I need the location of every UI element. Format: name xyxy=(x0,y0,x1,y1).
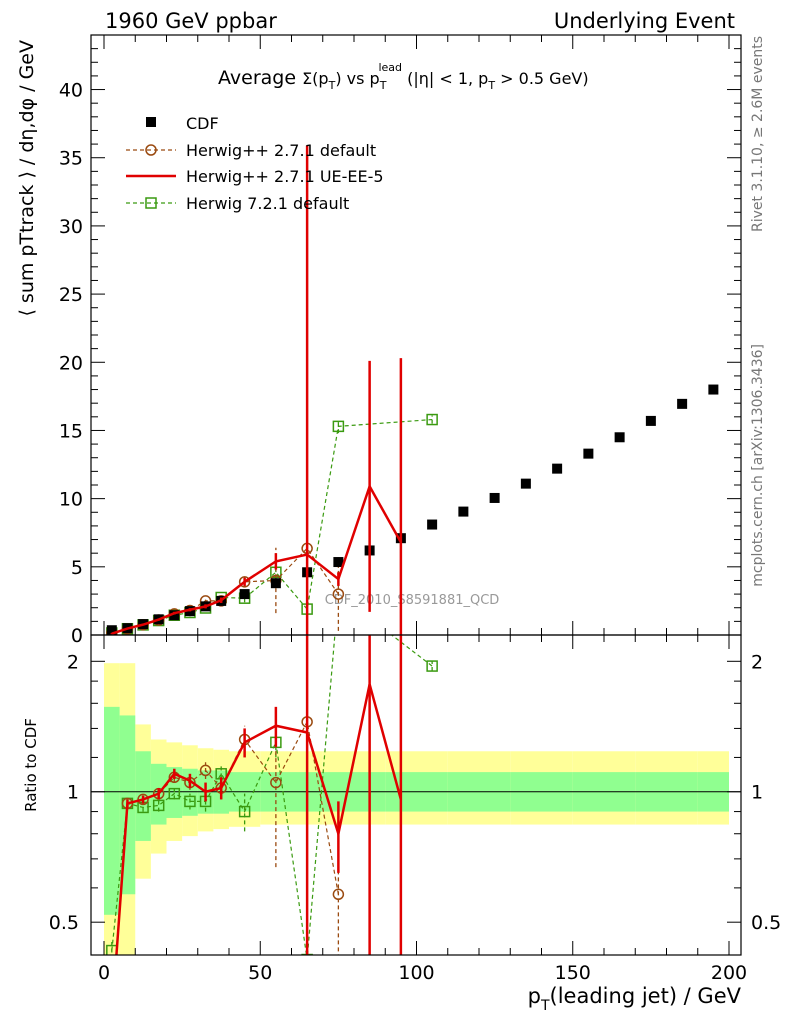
cdf-main-point xyxy=(677,398,688,409)
legend-item-herwig7: Herwig 7.2.1 default xyxy=(126,194,349,213)
herwig7-ratio-point xyxy=(426,660,438,672)
herwig7-ratio-point xyxy=(184,795,196,808)
uncertainty-band-inner xyxy=(104,706,120,915)
y-tick-label: 0 xyxy=(71,625,83,647)
legend-label-herwig7: Herwig 7.2.1 default xyxy=(186,194,349,213)
herwigpp-default-main-point xyxy=(332,588,345,600)
cdf-main-point xyxy=(583,448,594,459)
y-tick-label: 15 xyxy=(59,420,83,442)
header-right: Underlying Event xyxy=(554,9,735,33)
cdf-main-point xyxy=(106,625,117,635)
ratio-y-tick-label-right: 2 xyxy=(751,651,763,673)
ratio-y-tick-label-right: 0.5 xyxy=(751,912,781,934)
cdf-main-point xyxy=(489,492,500,503)
y-tick-label: 35 xyxy=(59,148,83,170)
cdf-main-point xyxy=(239,589,250,600)
ratio-y-tick-label: 2 xyxy=(67,651,79,673)
y-tick-label: 30 xyxy=(59,216,83,238)
cdf-main-point xyxy=(520,478,531,489)
legend-item-herwigpp-ueee5: Herwig++ 2.7.1 UE-EE-5 xyxy=(126,167,384,186)
herwigpp-default-ratio-point xyxy=(332,888,345,901)
herwig7-ratio-point xyxy=(238,805,251,818)
ratio-panel: 0.5 0.5 1 1 2 2 0 50 100 150 200 Ratio to CDF pT(l… xyxy=(22,634,781,1014)
herwigpp-ueee5-main-line xyxy=(111,483,402,635)
herwigpp-default-ratio-point xyxy=(199,764,212,777)
main-panel: CDF_2010_S8591881_QCD 0 5 10 15 20 25 30 35 40 A… xyxy=(16,34,742,647)
legend-label-cdf: CDF xyxy=(186,114,219,133)
herwigpp-ueee5-ratio-line xyxy=(115,683,403,955)
herwig7-main-point xyxy=(332,420,345,433)
herwig7-main-point xyxy=(426,413,438,426)
cdf-main-point xyxy=(270,578,281,589)
legend-item-cdf: CDF xyxy=(146,114,219,133)
legend-label-herwigpp-default: Herwig++ 2.7.1 default xyxy=(186,141,376,160)
x-tick-label: 0 xyxy=(98,962,110,984)
y-tick-label: 40 xyxy=(59,80,83,102)
ratio-y-tick-label: 0.5 xyxy=(49,912,79,934)
rivet-label: Rivet 3.1.10, ≥ 2.6M events xyxy=(750,36,766,232)
svg-text:Average Σ(pT) vs pTlead (|η| <: Average Σ(pT) vs pTlead (|η| < 1, pT > 0… xyxy=(218,61,589,92)
y-tick-label: 10 xyxy=(59,489,83,511)
chart-title: Average Σ(pT) vs pTlead (|η| < 1, pT > 0… xyxy=(218,61,589,92)
x-axis-label: pT(leading jet) / GeV xyxy=(528,984,742,1014)
legend: CDF Herwig++ 2.7.1 default Herwig++ 2.7.… xyxy=(126,114,384,213)
cdf-main-point xyxy=(333,557,344,568)
cdf-main-point xyxy=(427,519,438,530)
cdf-main-point xyxy=(458,506,469,517)
ratio-y-label: Ratio to CDF xyxy=(22,718,40,812)
mcplots-label: mcplots.cern.ch [arXiv:1306.3436] xyxy=(750,344,766,587)
x-tick-label: 150 xyxy=(555,962,591,984)
y-axis-label: ⟨ sum pTtrack ⟩ / dη,dφ / GeV xyxy=(16,40,38,317)
cdf-main-point xyxy=(708,384,719,395)
legend-item-herwigpp-default: Herwig++ 2.7.1 default xyxy=(126,141,376,160)
herwigpp-default-main-point xyxy=(238,576,251,588)
herwig7-ratio-point xyxy=(301,953,313,955)
header-left: 1960 GeV ppbar xyxy=(105,9,277,33)
x-tick-label: 100 xyxy=(398,962,434,984)
x-tick-label: 200 xyxy=(711,962,747,984)
ratio-y-tick-label-right: 1 xyxy=(751,782,763,804)
herwig7-ratio-point xyxy=(168,787,181,800)
cdf-main-point xyxy=(169,610,180,621)
x-tick-label: 50 xyxy=(248,962,272,984)
watermark: CDF_2010_S8591881_QCD xyxy=(325,593,500,608)
herwig7-ratio-point xyxy=(152,799,165,812)
y-tick-label: 5 xyxy=(71,557,83,579)
y-tick-label: 20 xyxy=(59,352,83,374)
cdf-main-point xyxy=(552,463,563,474)
ratio-y-tick-label: 1 xyxy=(67,782,79,804)
legend-label-herwigpp-ueee5: Herwig++ 2.7.1 UE-EE-5 xyxy=(186,167,384,186)
cdf-main-point xyxy=(645,415,656,426)
cdf-main-point xyxy=(614,432,625,443)
y-tick-label: 25 xyxy=(59,284,83,306)
herwigpp-default-ratio-point xyxy=(270,776,282,789)
